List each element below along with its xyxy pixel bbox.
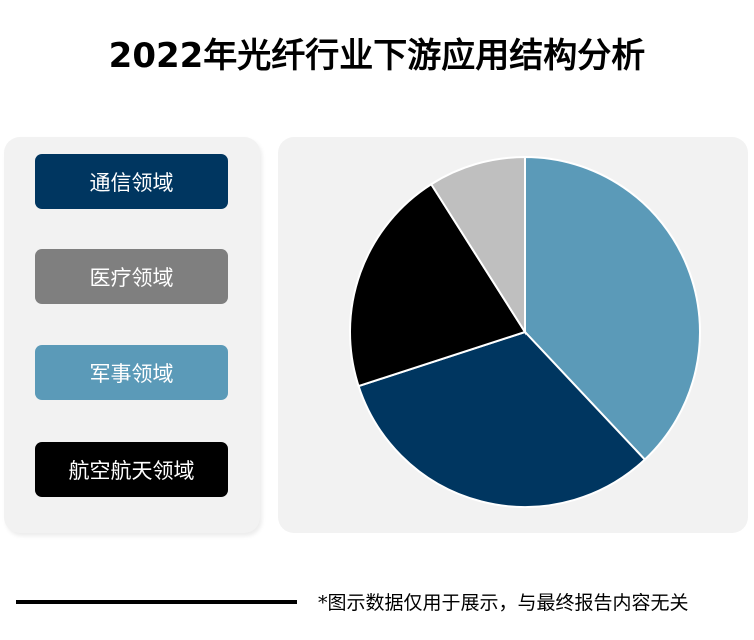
- legend-item-communication: 通信领域: [35, 154, 228, 209]
- chart-panel: [278, 137, 748, 533]
- legend-label: 通信领域: [89, 170, 174, 195]
- legend-panel: 通信领域 医疗领域 军事领域 航空航天领域: [4, 137, 260, 533]
- legend-label: 航空航天领域: [68, 458, 195, 483]
- footer-divider: [16, 600, 297, 604]
- legend-item-aerospace: 航空航天领域: [35, 442, 228, 497]
- pie-slice: [524, 155, 702, 461]
- pie-slices: [349, 155, 702, 509]
- pie-slice: [357, 330, 647, 509]
- legend-label: 军事领域: [89, 361, 174, 386]
- pie-slice: [429, 155, 526, 336]
- footer-disclaimer: *图示数据仅用于展示，与最终报告内容无关: [318, 592, 689, 614]
- pie-chart: [349, 155, 702, 509]
- legend-item-military: 军事领域: [35, 345, 228, 400]
- pie-slice: [349, 182, 527, 388]
- chart-title: 2022年光纤行业下游应用结构分析: [108, 36, 646, 76]
- legend-label: 医疗领域: [89, 265, 174, 290]
- legend-item-medical: 医疗领域: [35, 249, 228, 304]
